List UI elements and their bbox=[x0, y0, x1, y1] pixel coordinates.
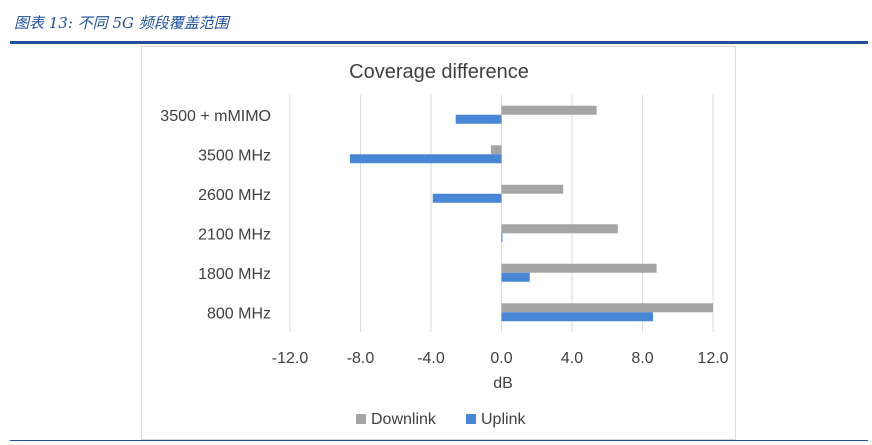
x-tick-label: 0.0 bbox=[490, 350, 512, 367]
uplink-bar bbox=[501, 272, 530, 282]
downlink-bar bbox=[501, 224, 618, 234]
bar-chart: Coverage difference 3500 + mMIMO 3500 MHz… bbox=[160, 61, 729, 428]
grid-lines bbox=[289, 95, 714, 332]
downlink-bar bbox=[501, 303, 713, 313]
x-tick-label: 4.0 bbox=[561, 350, 583, 367]
bars bbox=[349, 105, 713, 322]
category-label: 1800 MHz bbox=[198, 266, 271, 283]
chart-frame: Coverage difference 3500 + mMIMO 3500 MHz… bbox=[141, 46, 736, 440]
uplink-bar bbox=[349, 154, 502, 164]
category-label: 2100 MHz bbox=[198, 226, 271, 243]
x-tick-label: -8.0 bbox=[347, 350, 375, 367]
x-tick-label: -12.0 bbox=[272, 350, 309, 367]
uplink-bar bbox=[455, 114, 502, 124]
downlink-bar bbox=[490, 145, 502, 155]
downlink-bar bbox=[501, 263, 657, 273]
legend: Downlink Uplink bbox=[356, 411, 526, 428]
category-label: 3500 + mMIMO bbox=[160, 108, 271, 125]
x-tick-label: -4.0 bbox=[417, 350, 445, 367]
chart-title: Coverage difference bbox=[349, 61, 529, 83]
top-rule bbox=[10, 41, 868, 44]
downlink-legend-swatch bbox=[356, 414, 366, 424]
category-label: 3500 MHz bbox=[198, 147, 271, 164]
bottom-rule bbox=[10, 440, 868, 441]
x-tick-labels: -12.0 -8.0 -4.0 0.0 4.0 8.0 12.0 bbox=[272, 350, 729, 367]
uplink-legend-swatch bbox=[466, 414, 476, 424]
x-axis-label: dB bbox=[493, 375, 513, 392]
category-label: 2600 MHz bbox=[198, 187, 271, 204]
category-label: 800 MHz bbox=[207, 305, 271, 322]
downlink-bar bbox=[501, 105, 597, 115]
uplink-bar bbox=[432, 193, 502, 203]
figure-caption: 图表 13: 不同 5G 频段覆盖范围 bbox=[14, 14, 229, 32]
x-tick-label: 8.0 bbox=[631, 350, 653, 367]
category-labels: 3500 + mMIMO 3500 MHz 2600 MHz 2100 MHz 1800… bbox=[160, 108, 271, 323]
x-tick-label: 12.0 bbox=[697, 350, 728, 367]
downlink-bar bbox=[501, 184, 564, 194]
uplink-bar bbox=[501, 312, 654, 322]
legend-label: Uplink bbox=[481, 411, 526, 428]
legend-label: Downlink bbox=[371, 411, 437, 428]
uplink-bar bbox=[501, 233, 503, 243]
